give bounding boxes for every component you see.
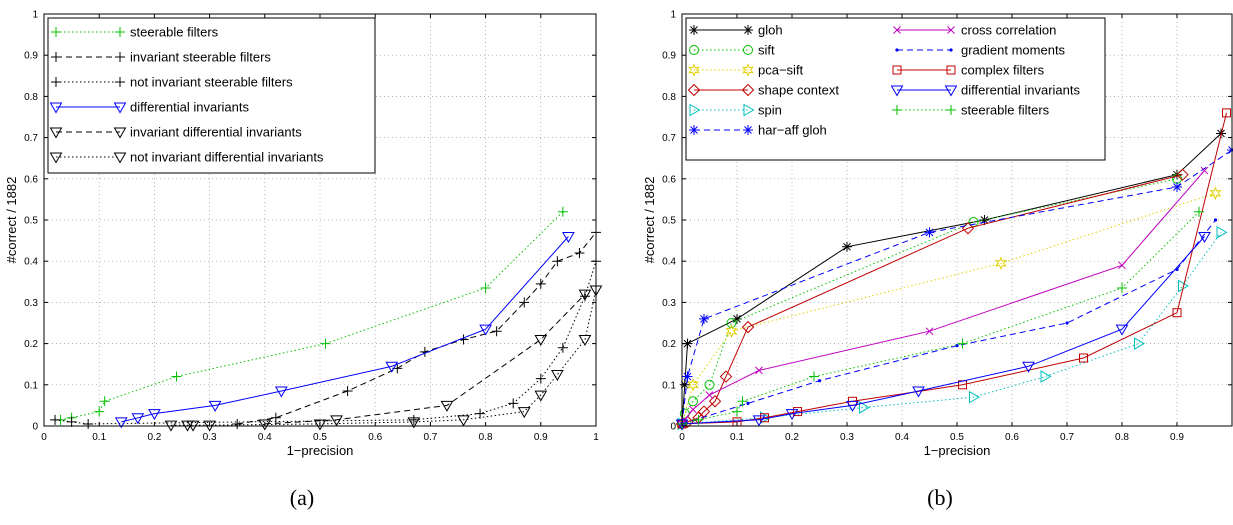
- data-point: [925, 227, 935, 237]
- legend: gloh sift pca−sift shape context spin har−aff…: [686, 18, 1105, 160]
- legend-entry: differential invariants: [130, 100, 249, 115]
- chart-b: 0 0.1 0.2 0.3 0.4 0.5 0.6 0.7 0.8 0.9 0 0.1 0.2 0.3 0.…: [642, 10, 1233, 511]
- legend-swatch-marker: [895, 48, 898, 51]
- legend-swatch-marker: [743, 125, 753, 135]
- data-point: [818, 379, 821, 382]
- x-tick-label: 0.9: [534, 432, 548, 443]
- x-axis-label: 1−precision: [287, 443, 354, 458]
- x-tick-label: 0.9: [1170, 432, 1184, 443]
- legend-entry: sift: [758, 43, 775, 58]
- y-tick-label: 0.5: [662, 216, 676, 227]
- y-tick-label: 1: [670, 10, 676, 21]
- y-tick-label: 0.4: [24, 257, 38, 268]
- legend-entry: spin: [758, 103, 782, 118]
- chart-caption: (b): [927, 485, 953, 510]
- y-tick-label: 0.1: [24, 380, 38, 391]
- legend-swatch-marker: [689, 125, 699, 135]
- x-tick-label: 0.7: [423, 432, 437, 443]
- y-tick-label: 0.4: [662, 257, 676, 268]
- x-tick-label: 0.6: [368, 432, 382, 443]
- y-tick-label: 0.3: [24, 298, 38, 309]
- x-tick-label: 0.1: [730, 432, 744, 443]
- legend-entry: gradient moments: [961, 43, 1066, 58]
- legend-swatch-marker: [743, 25, 753, 35]
- x-tick-label: 0: [41, 432, 47, 443]
- legend-entry: shape context: [758, 83, 839, 98]
- x-tick-label: 0.3: [203, 432, 217, 443]
- y-tick-label: 0.2: [24, 339, 38, 350]
- chart-caption: (a): [290, 485, 314, 510]
- legend-entry: differential invariants: [961, 83, 1080, 98]
- x-tick-label: 0.4: [258, 432, 272, 443]
- data-point: [1065, 321, 1068, 324]
- y-tick-label: 0.8: [662, 92, 676, 103]
- legend-entry: gloh: [758, 23, 783, 38]
- y-tick-label: 0.1: [662, 380, 676, 391]
- data-point: [746, 402, 749, 405]
- y-axis-label: #correct / 1882: [4, 177, 19, 264]
- x-tick-label: 1: [593, 432, 599, 443]
- data-point: [1214, 218, 1217, 221]
- x-tick-label: 0: [679, 432, 685, 443]
- x-tick-label: 0.5: [950, 432, 964, 443]
- legend-entry: invariant differential invariants: [130, 125, 302, 140]
- legend-entry: not invariant differential invariants: [130, 150, 324, 165]
- y-tick-label: 0.7: [24, 133, 38, 144]
- y-tick-label: 0.6: [662, 174, 676, 185]
- legend-entry: pca−sift: [758, 63, 804, 78]
- x-tick-label: 0.3: [840, 432, 854, 443]
- data-point: [1172, 182, 1182, 192]
- data-point: [683, 372, 693, 382]
- data-point: [955, 344, 958, 347]
- chart-a: 0 0.1 0.2 0.3 0.4 0.5 0.6 0.7 0.8 0.9 1 0 0.1 0.2 0.3 0…: [4, 10, 602, 511]
- y-tick-label: 0.7: [662, 133, 676, 144]
- x-tick-label: 0.1: [92, 432, 106, 443]
- x-tick-label: 0.4: [895, 432, 909, 443]
- y-tick-label: 0.9: [662, 51, 676, 62]
- legend-entry: complex filters: [961, 63, 1045, 78]
- y-tick-label: 0: [670, 422, 676, 433]
- y-tick-label: 0.6: [24, 174, 38, 185]
- legend-entry: cross correlation: [961, 23, 1056, 38]
- x-tick-label: 0.7: [1060, 432, 1074, 443]
- y-tick-label: 0.5: [24, 216, 38, 227]
- legend-entry: steerable filters: [130, 25, 219, 40]
- legend-entry: har−aff gloh: [758, 123, 827, 138]
- x-tick-label: 0.2: [785, 432, 799, 443]
- x-tick-label: 0.5: [313, 432, 327, 443]
- x-tick-label: 0.2: [147, 432, 161, 443]
- legend: steerable filters invariant steerable fil…: [48, 18, 375, 173]
- legend-entry: steerable filters: [961, 103, 1050, 118]
- x-tick-label: 0.8: [1115, 432, 1129, 443]
- y-tick-label: 0.3: [662, 298, 676, 309]
- y-tick-label: 1: [32, 10, 38, 21]
- y-axis-label: #correct / 1882: [642, 177, 657, 264]
- legend-entry: invariant steerable filters: [130, 50, 271, 65]
- y-tick-label: 0.8: [24, 92, 38, 103]
- data-point: [683, 339, 693, 349]
- x-tick-label: 0.6: [1005, 432, 1019, 443]
- y-tick-label: 0.9: [24, 51, 38, 62]
- data-point: [699, 314, 709, 324]
- legend-swatch-marker: [949, 48, 952, 51]
- legend-swatch-marker: [689, 25, 699, 35]
- data-point: [842, 242, 852, 252]
- legend-entry: not invariant steerable filters: [130, 75, 293, 90]
- x-tick-label: 0.8: [479, 432, 493, 443]
- y-tick-label: 0: [32, 422, 38, 433]
- data-point: [680, 380, 690, 390]
- y-tick-label: 0.2: [662, 339, 676, 350]
- x-axis-label: 1−precision: [924, 443, 991, 458]
